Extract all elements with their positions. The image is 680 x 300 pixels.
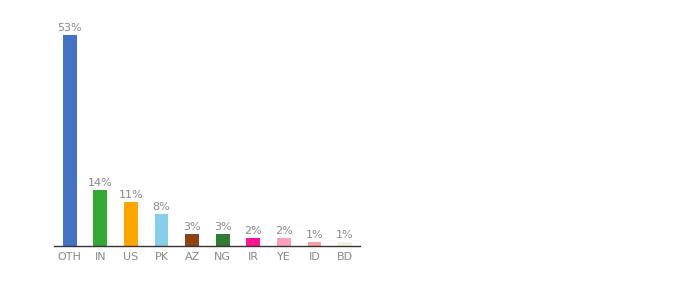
Bar: [216, 234, 230, 246]
Bar: [93, 190, 107, 246]
Bar: [124, 202, 138, 246]
Bar: [185, 234, 199, 246]
Text: 8%: 8%: [152, 202, 171, 212]
Text: 2%: 2%: [275, 226, 293, 236]
Text: 3%: 3%: [184, 222, 201, 232]
Bar: [338, 242, 352, 246]
Text: 1%: 1%: [306, 230, 323, 240]
Bar: [246, 238, 260, 246]
Bar: [63, 35, 77, 246]
Text: 53%: 53%: [57, 23, 82, 33]
Text: 14%: 14%: [88, 178, 113, 188]
Bar: [307, 242, 322, 246]
Text: 2%: 2%: [244, 226, 262, 236]
Bar: [277, 238, 291, 246]
Text: 1%: 1%: [337, 230, 354, 240]
Text: 11%: 11%: [118, 190, 143, 200]
Text: 3%: 3%: [214, 222, 231, 232]
Bar: [154, 214, 169, 246]
